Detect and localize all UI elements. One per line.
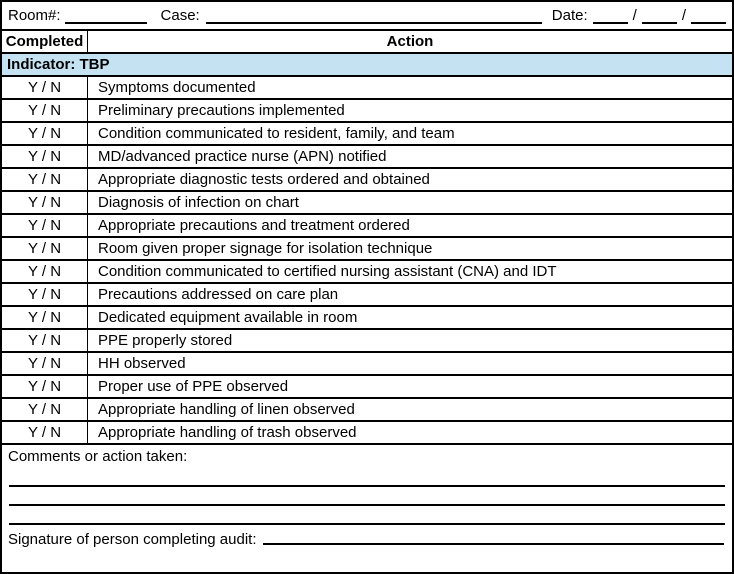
room-number-label: Room#: (8, 7, 61, 24)
action-cell: Proper use of PPE observed (98, 378, 289, 395)
yn-cell[interactable]: Y / N (2, 376, 88, 397)
action-cell: MD/advanced practice nurse (APN) notifie… (98, 148, 387, 165)
comment-line-1[interactable] (9, 468, 725, 487)
yn-cell[interactable]: Y / N (2, 307, 88, 328)
action-cell: HH observed (98, 355, 186, 372)
case-blank[interactable] (205, 22, 542, 24)
action-cell: Dedicated equipment available in room (98, 309, 358, 326)
table-row: Y / N Condition communicated to certifie… (2, 261, 732, 284)
yn-cell[interactable]: Y / N (2, 169, 88, 190)
date-label: Date: (551, 7, 588, 24)
yn-cell[interactable]: Y / N (2, 399, 88, 420)
table-row: Y / N Condition communicated to resident… (2, 123, 732, 146)
yn-cell[interactable]: Y / N (2, 261, 88, 282)
yn-cell[interactable]: Y / N (2, 215, 88, 236)
yn-cell[interactable]: Y / N (2, 284, 88, 305)
table-row: Y / N Appropriate handling of trash obse… (2, 422, 732, 445)
completed-column-header: Completed (2, 31, 88, 52)
comment-line-3[interactable] (9, 506, 725, 525)
yn-cell[interactable]: Y / N (2, 353, 88, 374)
yn-cell[interactable]: Y / N (2, 422, 88, 443)
action-cell: Symptoms documented (98, 79, 256, 96)
form-header: Room#: Case: Date: / / (2, 2, 732, 31)
table-row: Y / N PPE properly stored (2, 330, 732, 353)
action-cell: Condition communicated to certified nurs… (98, 263, 557, 280)
action-cell: Appropriate handling of linen observed (98, 401, 355, 418)
yn-cell[interactable]: Y / N (2, 146, 88, 167)
action-cell: Room given proper signage for isolation … (98, 240, 433, 257)
signature-label: Signature of person completing audit: (8, 531, 257, 548)
table-row: Y / N Proper use of PPE observed (2, 376, 732, 399)
table-header-row: Completed Action (2, 31, 732, 54)
action-column-header: Action (386, 33, 434, 50)
table-row: Y / N Appropriate precautions and treatm… (2, 215, 732, 238)
action-cell: Condition communicated to resident, fami… (98, 125, 455, 142)
comments-label: Comments or action taken: (8, 448, 188, 465)
yn-cell[interactable]: Y / N (2, 77, 88, 98)
table-row: Y / N HH observed (2, 353, 732, 376)
table-row: Y / N Dedicated equipment available in r… (2, 307, 732, 330)
table-row: Y / N Precautions addressed on care plan (2, 284, 732, 307)
table-row: Y / N Symptoms documented (2, 77, 732, 100)
signature-blank[interactable] (262, 543, 724, 545)
indicator-section-header: Indicator: TBP (2, 54, 732, 77)
action-cell: PPE properly stored (98, 332, 233, 349)
table-row: Y / N Preliminary precautions implemente… (2, 100, 732, 123)
date-day-blank[interactable] (641, 22, 677, 24)
yn-cell[interactable]: Y / N (2, 330, 88, 351)
form-footer: Comments or action taken: Signature of p… (2, 445, 732, 548)
date-year-blank[interactable] (691, 22, 726, 24)
table-row: Y / N Diagnosis of infection on chart (2, 192, 732, 215)
date-separator: / (681, 7, 686, 24)
yn-cell[interactable]: Y / N (2, 192, 88, 213)
yn-cell[interactable]: Y / N (2, 123, 88, 144)
room-number-blank[interactable] (64, 22, 147, 24)
yn-cell[interactable]: Y / N (2, 100, 88, 121)
action-cell: Appropriate precautions and treatment or… (98, 217, 410, 234)
signature-row: Signature of person completing audit: (8, 531, 726, 548)
table-row: Y / N MD/advanced practice nurse (APN) n… (2, 146, 732, 169)
action-cell: Appropriate diagnostic tests ordered and… (98, 171, 430, 188)
action-cell: Preliminary precautions implemented (98, 102, 345, 119)
table-row: Y / N Appropriate handling of linen obse… (2, 399, 732, 422)
table-row: Y / N Appropriate diagnostic tests order… (2, 169, 732, 192)
action-cell: Diagnosis of infection on chart (98, 194, 299, 211)
date-month-blank[interactable] (592, 22, 628, 24)
date-separator: / (632, 7, 637, 24)
action-cell: Appropriate handling of trash observed (98, 424, 357, 441)
comment-line-2[interactable] (9, 487, 725, 506)
table-row: Y / N Room given proper signage for isol… (2, 238, 732, 261)
case-label: Case: (160, 7, 200, 24)
action-cell: Precautions addressed on care plan (98, 286, 339, 303)
yn-cell[interactable]: Y / N (2, 238, 88, 259)
